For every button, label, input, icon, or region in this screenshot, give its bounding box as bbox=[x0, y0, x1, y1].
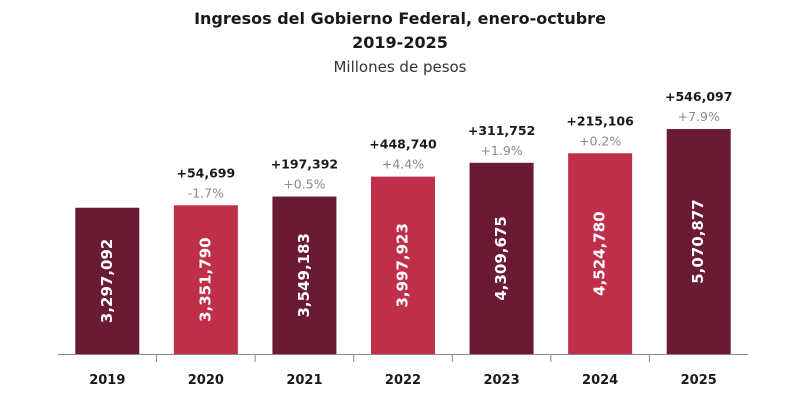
x-tick-label-2024: 2024 bbox=[582, 373, 618, 388]
growth-label-2021: +0.5% bbox=[283, 177, 325, 192]
x-tick-label-2025: 2025 bbox=[681, 373, 717, 388]
x-tick-label-2022: 2022 bbox=[385, 373, 421, 388]
bar-2020 bbox=[173, 205, 238, 354]
growth-label-2020: -1.7% bbox=[188, 185, 224, 200]
difference-label-2023: +311,752 bbox=[468, 123, 535, 138]
bar-2019 bbox=[75, 207, 140, 354]
bar-value-label-2022: 3,997,923 bbox=[394, 223, 412, 307]
difference-label-2024: +215,106 bbox=[566, 113, 634, 128]
difference-label-2025: +546,097 bbox=[665, 89, 732, 104]
bar-value-label-2021: 3,549,183 bbox=[295, 233, 313, 317]
bar-2024 bbox=[568, 153, 633, 354]
x-tick-label-2023: 2023 bbox=[483, 373, 519, 388]
chart-title: Ingresos del Gobierno Federal, enero-oct… bbox=[194, 9, 606, 28]
bar-2021 bbox=[272, 196, 337, 354]
bar-value-label-2019: 3,297,092 bbox=[98, 239, 116, 323]
growth-label-2022: +4.4% bbox=[382, 157, 424, 172]
difference-label-2020: +54,699 bbox=[176, 165, 235, 180]
bar-2022 bbox=[371, 176, 435, 354]
x-tick-label-2019: 2019 bbox=[89, 373, 125, 388]
bar-2023 bbox=[469, 162, 534, 354]
bar-value-label-2020: 3,351,790 bbox=[196, 237, 214, 321]
difference-label-2022: +448,740 bbox=[369, 137, 437, 152]
growth-label-2024: +0.2% bbox=[579, 133, 621, 148]
growth-label-2023: +1.9% bbox=[480, 143, 522, 158]
bar-value-label-2023: 4,309,675 bbox=[492, 216, 510, 300]
bar-value-label-2024: 4,524,780 bbox=[591, 211, 609, 295]
chart-subtitle: 2019-2025 bbox=[352, 33, 448, 52]
x-tick-label-2020: 2020 bbox=[188, 373, 224, 388]
difference-label-2021: +197,392 bbox=[271, 157, 338, 172]
bar-2025 bbox=[666, 129, 731, 354]
growth-label-2025: +7.9% bbox=[678, 109, 720, 124]
x-tick-label-2021: 2021 bbox=[286, 373, 322, 388]
chart-unit-label: Millones de pesos bbox=[333, 58, 467, 76]
bar-value-label-2025: 5,070,877 bbox=[689, 199, 707, 283]
